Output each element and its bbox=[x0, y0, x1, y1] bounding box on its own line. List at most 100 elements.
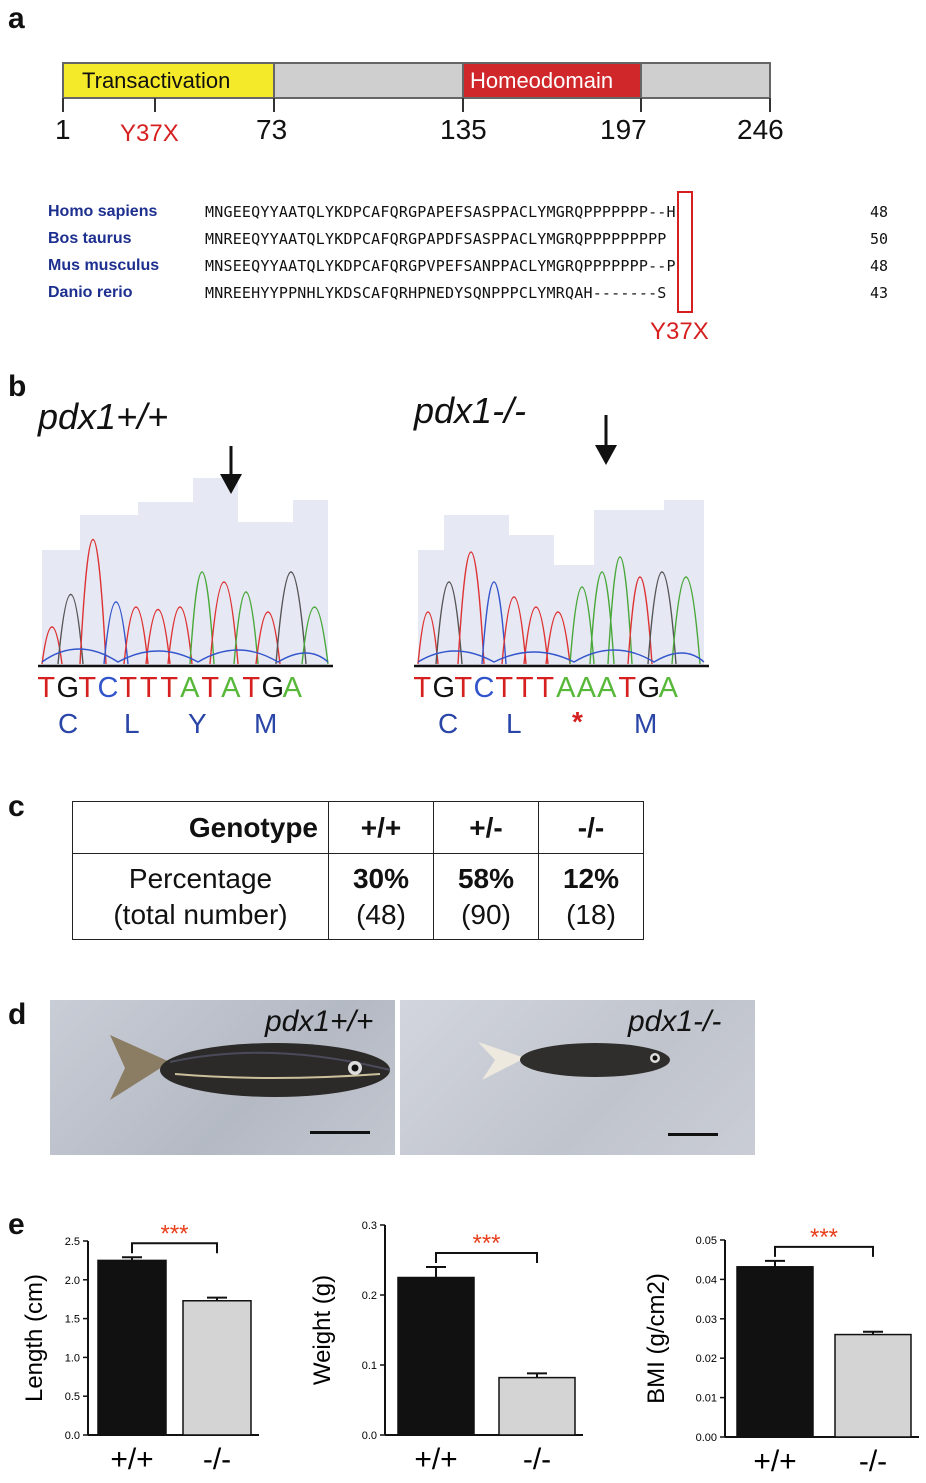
seq-homo: MNGEEQYYAATQLYKDPCAFQRGPAPEFSASPPACLYMGR… bbox=[205, 203, 676, 221]
fish-photo-wt: pdx1+/+ bbox=[50, 1000, 395, 1155]
base: T bbox=[515, 672, 534, 704]
homeodomain-label: Homeodomain bbox=[470, 68, 614, 93]
base: A bbox=[180, 672, 200, 704]
base: A bbox=[576, 672, 596, 704]
y-axis-label: Length (cm) bbox=[21, 1274, 48, 1402]
base: T bbox=[454, 672, 473, 704]
significance-stars: *** bbox=[472, 1230, 500, 1257]
photo-label-ko: pdx1-/- bbox=[628, 1005, 722, 1038]
genotype-table: Genotype +/+ +/- -/- Percentage (total n… bbox=[72, 801, 644, 940]
base: G bbox=[432, 672, 456, 704]
base: T bbox=[618, 672, 637, 704]
significance-stars: *** bbox=[810, 1224, 838, 1251]
stop-codon-asterisk: * bbox=[572, 706, 583, 737]
x-category-label: +/+ bbox=[110, 1443, 153, 1476]
tick-label-135: 135 bbox=[440, 114, 487, 145]
y-tick-label: 0.0 bbox=[65, 1430, 80, 1442]
count-wt: (48) bbox=[356, 898, 406, 930]
y-tick-label: 1.5 bbox=[65, 1314, 80, 1326]
zebrafish-ko-image bbox=[478, 1042, 718, 1136]
y-tick-label: 0.1 bbox=[362, 1360, 377, 1372]
y-tick-label: 0.04 bbox=[696, 1274, 717, 1286]
transactivation-label: Transactivation bbox=[82, 68, 231, 93]
seq-mus: MNSEEQYYAATQLYKDPCAFQRGPVPEFSANPPACLYMGR… bbox=[205, 257, 676, 275]
y-tick-label: 0.0 bbox=[362, 1430, 377, 1442]
bar-mutant bbox=[834, 1333, 912, 1438]
count-het: (90) bbox=[461, 898, 511, 930]
tick-label-197: 197 bbox=[600, 114, 647, 145]
species-danio: Danio rerio bbox=[48, 284, 133, 301]
bar-mutant bbox=[182, 1300, 252, 1436]
homeodomain-box bbox=[462, 62, 642, 99]
transactivation-domain bbox=[62, 62, 275, 99]
tick-label-73: 73 bbox=[256, 114, 288, 145]
base: C bbox=[97, 672, 119, 704]
chromatogram-title-wt: pdx1+/+ bbox=[38, 396, 169, 437]
base: T bbox=[37, 672, 56, 704]
seqnum-bos: 50 bbox=[870, 230, 889, 248]
base: T bbox=[495, 672, 514, 704]
base: A bbox=[221, 672, 241, 704]
base: T bbox=[160, 672, 179, 704]
tick-label-246: 246 bbox=[737, 114, 784, 145]
row-label-cell: Percentage (total number) bbox=[72, 853, 329, 940]
header-wt: +/+ bbox=[328, 801, 434, 854]
y-tick-label: 0.02 bbox=[696, 1353, 717, 1365]
tick-label-1: 1 bbox=[55, 114, 71, 145]
base: A bbox=[556, 672, 576, 704]
aa-ko-4: M bbox=[634, 708, 658, 739]
photo-label-wt: pdx1+/+ bbox=[265, 1005, 374, 1038]
base: G bbox=[637, 672, 661, 704]
x-category-label: -/- bbox=[859, 1445, 887, 1478]
y-tick-label: 0.5 bbox=[65, 1391, 80, 1403]
seqnum-danio: 43 bbox=[870, 284, 889, 302]
species-homo: Homo sapiens bbox=[48, 203, 158, 220]
significance-bracket bbox=[774, 1245, 874, 1257]
seq-danio: MNREEHYYPPNHLYKDSCAFQRHPNEDYSQNPPPCLYMRQ… bbox=[205, 284, 667, 302]
x-category-label: -/- bbox=[523, 1443, 551, 1476]
aa-ko-2: L bbox=[506, 708, 522, 739]
arrow-down-icon bbox=[595, 415, 617, 465]
mutation-highlight-box bbox=[677, 191, 693, 313]
base: T bbox=[413, 672, 432, 704]
base: C bbox=[473, 672, 495, 704]
aa-wt-1: C bbox=[58, 708, 79, 739]
panel-label-a: a bbox=[8, 2, 25, 35]
protein-domain-diagram bbox=[62, 62, 771, 112]
aa-wt-4: M bbox=[254, 708, 278, 739]
y-tick-label: 0.2 bbox=[362, 1290, 377, 1302]
y-tick-label: 0.00 bbox=[696, 1432, 717, 1444]
y-axis-label: BMI (g/cm2) bbox=[643, 1273, 670, 1404]
base: T bbox=[119, 672, 138, 704]
aa-wt-2: L bbox=[124, 708, 140, 739]
significance-bracket bbox=[435, 1252, 538, 1263]
panel-label-d: d bbox=[8, 998, 27, 1031]
bar-mutant bbox=[498, 1376, 576, 1436]
bar-wildtype bbox=[736, 1266, 814, 1438]
x-category-label: +/+ bbox=[414, 1443, 457, 1476]
chromatogram-wt bbox=[38, 478, 333, 668]
seqnum-mus: 48 bbox=[870, 257, 889, 275]
species-mus: Mus musculus bbox=[48, 257, 160, 274]
x-category-label: -/- bbox=[203, 1443, 231, 1476]
y-tick-label: 0.3 bbox=[362, 1220, 377, 1232]
y-tick-label: 0.05 bbox=[696, 1235, 717, 1247]
species-bos: Bos taurus bbox=[48, 230, 132, 247]
y-tick-label: 2.5 bbox=[65, 1236, 80, 1248]
base: G bbox=[56, 672, 80, 704]
cell-wt: 30% (48) bbox=[328, 853, 434, 940]
significance-bracket bbox=[131, 1242, 218, 1254]
base: G bbox=[261, 672, 285, 704]
row-label-total: (total number) bbox=[113, 898, 288, 930]
panel-label-c: c bbox=[8, 790, 25, 823]
y-tick-label: 1.0 bbox=[65, 1352, 80, 1364]
base: A bbox=[597, 672, 617, 704]
mutation-label-top: Y37X bbox=[120, 120, 179, 147]
cell-ko: 12% (18) bbox=[538, 853, 644, 940]
base: T bbox=[242, 672, 261, 704]
bar-wildtype bbox=[97, 1259, 167, 1436]
seq-bos: MNREEQYYAATQLYKDPCAFQRGPAPDFSASPPACLYMGR… bbox=[205, 230, 667, 248]
base: T bbox=[536, 672, 555, 704]
y-axis-label: Weight (g) bbox=[309, 1275, 336, 1385]
base: A bbox=[282, 672, 302, 704]
